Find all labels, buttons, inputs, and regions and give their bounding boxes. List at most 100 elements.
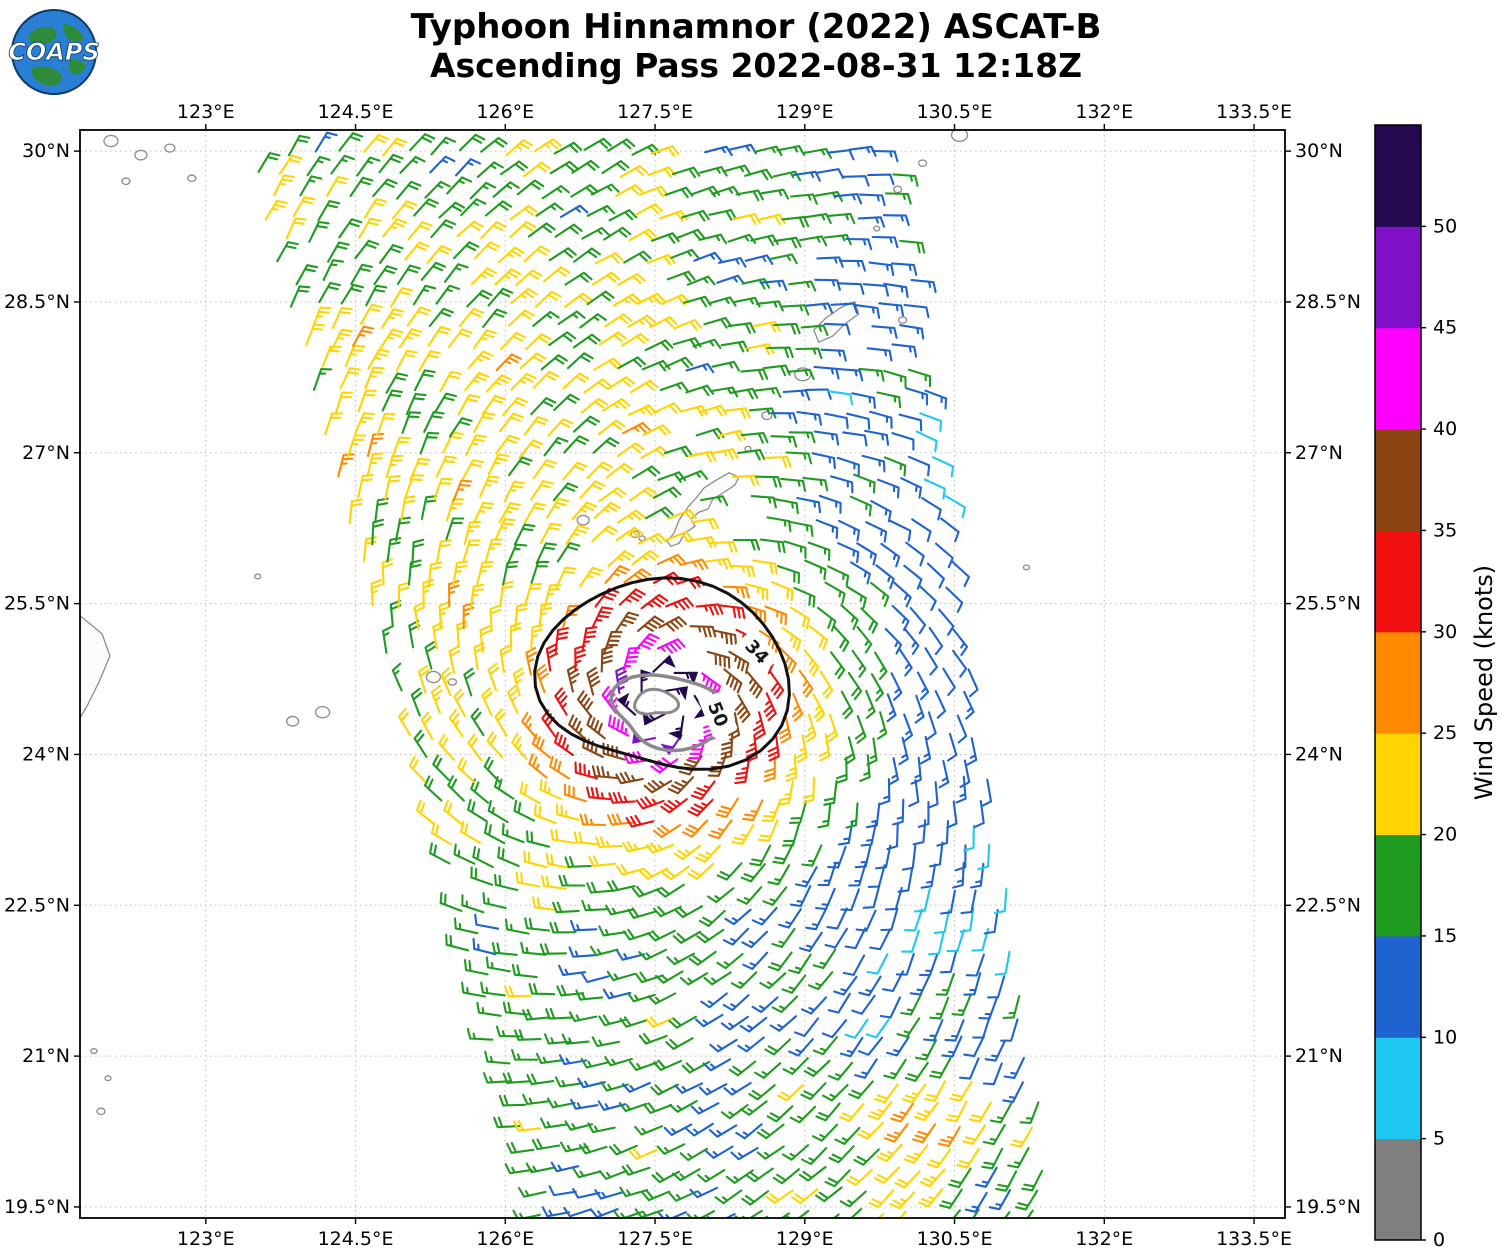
wind-barb bbox=[564, 292, 592, 308]
wind-barb bbox=[448, 417, 473, 438]
wind-barb bbox=[698, 1083, 728, 1096]
wind-barb bbox=[486, 731, 504, 759]
coastline-island bbox=[761, 410, 773, 421]
wind-barb bbox=[913, 888, 931, 913]
wind-barb bbox=[463, 959, 489, 976]
wind-barb bbox=[656, 883, 685, 898]
wind-barb bbox=[914, 694, 925, 724]
wind-barb bbox=[456, 220, 484, 238]
wind-barb bbox=[813, 430, 840, 446]
wind-barb bbox=[550, 828, 576, 845]
wind-barb bbox=[744, 582, 769, 601]
wind-barb bbox=[883, 1123, 909, 1143]
wind-barb bbox=[818, 494, 842, 514]
wind-barb bbox=[461, 894, 485, 914]
wind-barb bbox=[791, 692, 804, 722]
colorbar-tick-label: 10 bbox=[1433, 1026, 1457, 1048]
wind-barb bbox=[615, 526, 644, 542]
wind-barb bbox=[819, 670, 834, 700]
wind-barb bbox=[900, 477, 923, 499]
y-tick-label-right: 28.5°N bbox=[1295, 291, 1361, 313]
coastline-island bbox=[1022, 564, 1031, 571]
wind-barb bbox=[710, 448, 739, 460]
wind-barb bbox=[800, 1147, 828, 1166]
wind-barb bbox=[594, 1189, 624, 1200]
wind-barb bbox=[701, 672, 722, 697]
wind-barb bbox=[452, 479, 473, 503]
wind-barb bbox=[681, 1060, 711, 1074]
y-tick-label-left: 24°N bbox=[22, 743, 70, 765]
wind-barb bbox=[752, 711, 766, 740]
wind-barb bbox=[785, 451, 813, 465]
wind-barb bbox=[467, 798, 488, 823]
coastline-island bbox=[90, 1048, 98, 1055]
wind-barb bbox=[854, 843, 872, 869]
wind-barb bbox=[568, 946, 597, 958]
wind-barb bbox=[688, 736, 707, 760]
wind-barb bbox=[880, 542, 901, 568]
wind-barb bbox=[588, 855, 617, 868]
wind-barb bbox=[854, 715, 867, 744]
wind-barb bbox=[921, 497, 942, 521]
wind-barb bbox=[634, 1208, 664, 1218]
wind-barb bbox=[472, 501, 495, 524]
wind-barb bbox=[926, 562, 945, 589]
wind-barb bbox=[884, 627, 903, 655]
wind-barb bbox=[338, 132, 364, 152]
wind-barb bbox=[484, 200, 513, 217]
wind-barb bbox=[1026, 1209, 1034, 1218]
wind-barb bbox=[573, 247, 601, 263]
wind-barb bbox=[615, 665, 629, 694]
wind-barb bbox=[365, 284, 388, 307]
wind-barb bbox=[559, 204, 589, 219]
wind-barb bbox=[615, 184, 644, 197]
wind-barb bbox=[915, 1038, 938, 1061]
wind-barb bbox=[853, 1148, 880, 1166]
wind-barb bbox=[988, 1188, 1012, 1211]
wind-barb bbox=[591, 1036, 621, 1048]
wind-barb bbox=[928, 626, 944, 656]
wind-barb bbox=[430, 136, 457, 156]
wind-barb bbox=[481, 687, 493, 717]
wind-barb bbox=[698, 233, 728, 245]
wind-barb bbox=[638, 948, 668, 961]
wind-barb bbox=[668, 1015, 697, 1029]
wind-barb bbox=[952, 1209, 961, 1218]
wind-barb bbox=[340, 283, 365, 305]
wind-barb bbox=[729, 387, 759, 400]
colorbar-tick-label: 5 bbox=[1433, 1128, 1445, 1150]
wind-barb bbox=[777, 780, 794, 806]
wind-barb bbox=[396, 180, 422, 200]
wind-barb bbox=[895, 952, 915, 976]
wind-barb bbox=[685, 384, 715, 397]
wind-barb bbox=[783, 540, 807, 559]
x-tick-label-top: 133.5°E bbox=[1216, 101, 1292, 123]
wind-barb bbox=[631, 465, 661, 479]
wind-barb bbox=[909, 606, 927, 635]
wind-barb bbox=[868, 261, 895, 277]
wind-barb bbox=[453, 843, 476, 865]
wind-barb bbox=[759, 972, 787, 990]
wind-barb bbox=[880, 907, 899, 932]
wind-barb bbox=[348, 498, 363, 525]
wind-barb bbox=[366, 452, 384, 477]
y-tick-label-left: 22.5°N bbox=[4, 894, 70, 916]
wind-barb bbox=[920, 735, 932, 765]
wind-barb bbox=[623, 751, 652, 764]
wind-barb bbox=[714, 1189, 743, 1205]
wind-barb bbox=[827, 992, 851, 1014]
title-line-2: Ascending Pass 2022-08-31 12:18Z bbox=[429, 46, 1083, 86]
wind-barb bbox=[578, 1142, 608, 1155]
wind-barb bbox=[623, 568, 652, 584]
wind-barb bbox=[523, 850, 548, 869]
wind-barb bbox=[695, 603, 724, 616]
wind-barb bbox=[757, 819, 779, 842]
wind-barb bbox=[429, 155, 456, 174]
wind-barb bbox=[489, 604, 502, 633]
wind-barb bbox=[499, 644, 512, 674]
wind-barb bbox=[407, 221, 433, 241]
wind-barb bbox=[1010, 1126, 1034, 1148]
wind-barb bbox=[327, 241, 350, 263]
wind-barb bbox=[497, 246, 525, 264]
wind-barb bbox=[641, 359, 671, 372]
